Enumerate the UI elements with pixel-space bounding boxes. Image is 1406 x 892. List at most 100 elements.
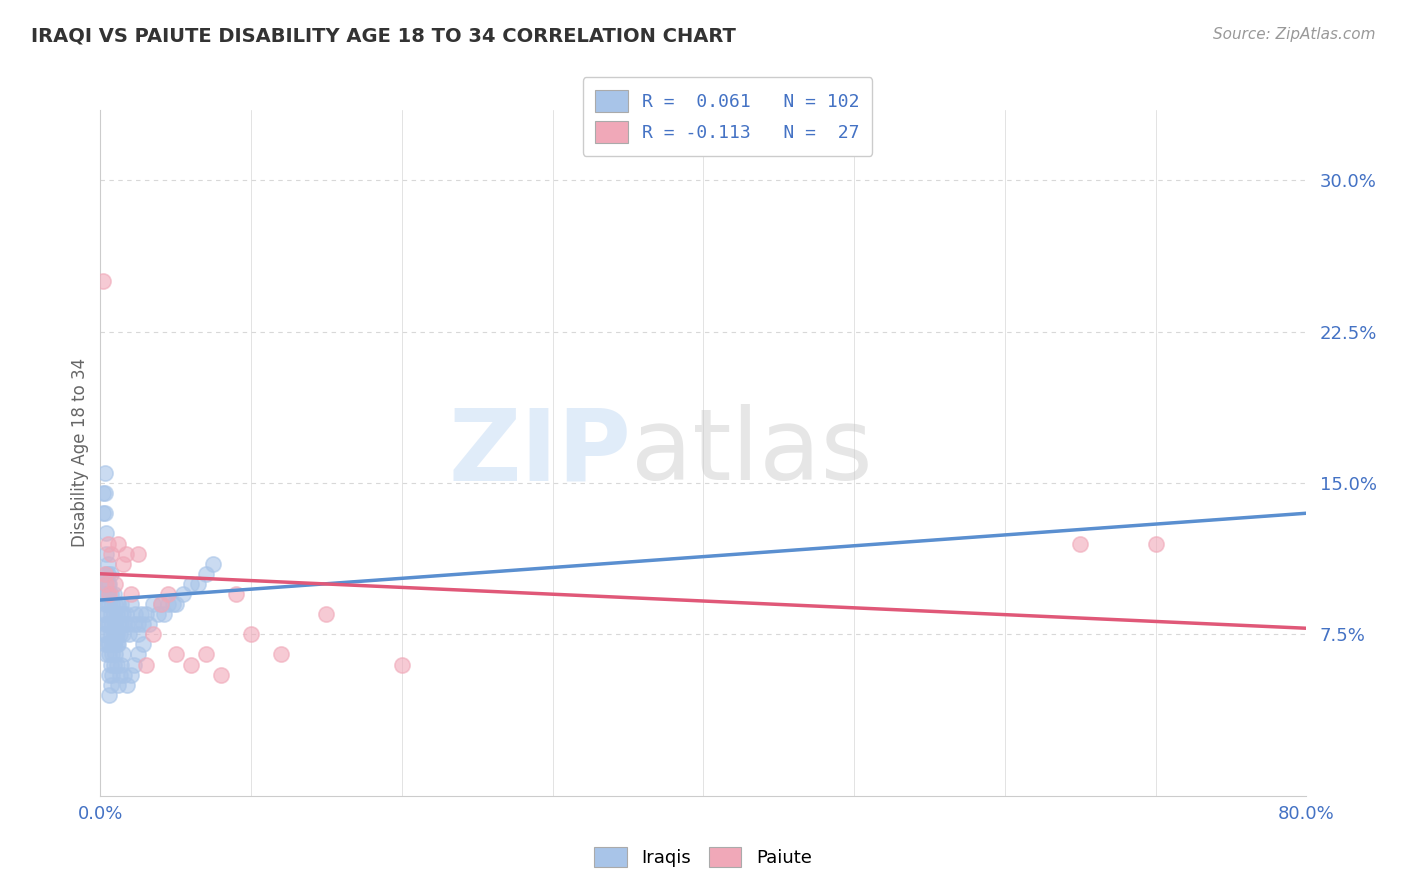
Point (157, 587, 180, 601)
Point (104, 627, 127, 641)
Point (104, 577, 127, 591)
Point (98, 587, 121, 601)
Text: ZIP: ZIP (449, 404, 631, 501)
Point (93, 506, 115, 520)
Point (117, 678, 139, 692)
Point (1144, 536, 1167, 550)
Point (120, 587, 142, 601)
Point (96, 547, 118, 561)
Point (103, 607, 125, 621)
Point (100, 566, 122, 581)
Point (104, 648, 127, 662)
Point (96, 577, 118, 591)
Point (111, 648, 134, 662)
Point (104, 617, 127, 632)
Point (111, 557, 134, 571)
Point (96, 587, 118, 601)
Point (142, 627, 165, 641)
Point (100, 678, 122, 692)
Point (97, 536, 120, 550)
Point (96, 648, 118, 662)
Point (94, 506, 117, 520)
Point (135, 607, 157, 621)
Point (110, 657, 132, 672)
Point (104, 637, 127, 651)
Point (94, 466, 117, 480)
Point (124, 607, 146, 621)
Point (180, 577, 202, 591)
Point (98, 597, 121, 611)
Point (94, 566, 117, 581)
Legend: Iraqis, Paiute: Iraqis, Paiute (586, 839, 820, 874)
Point (100, 587, 122, 601)
Point (117, 617, 139, 632)
Point (98, 688, 121, 702)
Legend: R =  0.061   N = 102, R = -0.113   N =  27: R = 0.061 N = 102, R = -0.113 N = 27 (582, 78, 872, 156)
Point (96, 607, 118, 621)
Point (108, 627, 131, 641)
Point (97, 617, 120, 632)
Point (202, 557, 225, 571)
Point (94, 577, 117, 591)
Point (111, 627, 134, 641)
Point (172, 587, 194, 601)
Point (146, 607, 169, 621)
Point (162, 597, 184, 611)
Text: IRAQI VS PAIUTE DISABILITY AGE 18 TO 34 CORRELATION CHART: IRAQI VS PAIUTE DISABILITY AGE 18 TO 34 … (31, 27, 735, 45)
Point (115, 547, 138, 561)
Point (152, 607, 174, 621)
Point (127, 547, 149, 561)
Point (100, 657, 122, 672)
Point (194, 648, 217, 662)
Point (107, 637, 129, 651)
Point (315, 607, 337, 621)
Point (194, 566, 217, 581)
Point (149, 597, 172, 611)
Point (98, 577, 121, 591)
Point (97, 587, 120, 601)
Point (138, 617, 160, 632)
Point (103, 637, 125, 651)
Point (127, 648, 149, 662)
Point (270, 648, 292, 662)
Point (93, 607, 115, 621)
Point (93, 627, 115, 641)
Point (97, 557, 120, 571)
Point (127, 627, 149, 641)
Point (94, 597, 117, 611)
Point (391, 657, 413, 672)
Point (131, 617, 153, 632)
Point (105, 657, 128, 672)
Point (100, 607, 122, 621)
Point (100, 627, 122, 641)
Point (104, 597, 127, 611)
Point (98, 667, 121, 681)
Point (129, 607, 152, 621)
Point (108, 667, 131, 681)
Point (100, 547, 122, 561)
Point (110, 617, 132, 632)
Point (107, 597, 129, 611)
Text: Source: ZipAtlas.com: Source: ZipAtlas.com (1212, 27, 1375, 42)
Point (225, 587, 247, 601)
Point (127, 617, 149, 632)
Point (93, 486, 115, 500)
Point (165, 597, 187, 611)
Point (135, 657, 157, 672)
Point (149, 597, 172, 611)
Point (101, 617, 124, 632)
Point (101, 637, 124, 651)
Point (111, 607, 134, 621)
Point (98, 648, 121, 662)
Point (96, 627, 118, 641)
Point (94, 617, 117, 632)
Point (114, 617, 136, 632)
Point (97, 637, 120, 651)
Point (93, 274, 115, 288)
Point (114, 667, 136, 681)
Point (97, 597, 120, 611)
Point (107, 678, 129, 692)
Point (103, 627, 125, 641)
Point (94, 637, 117, 651)
Point (93, 587, 115, 601)
